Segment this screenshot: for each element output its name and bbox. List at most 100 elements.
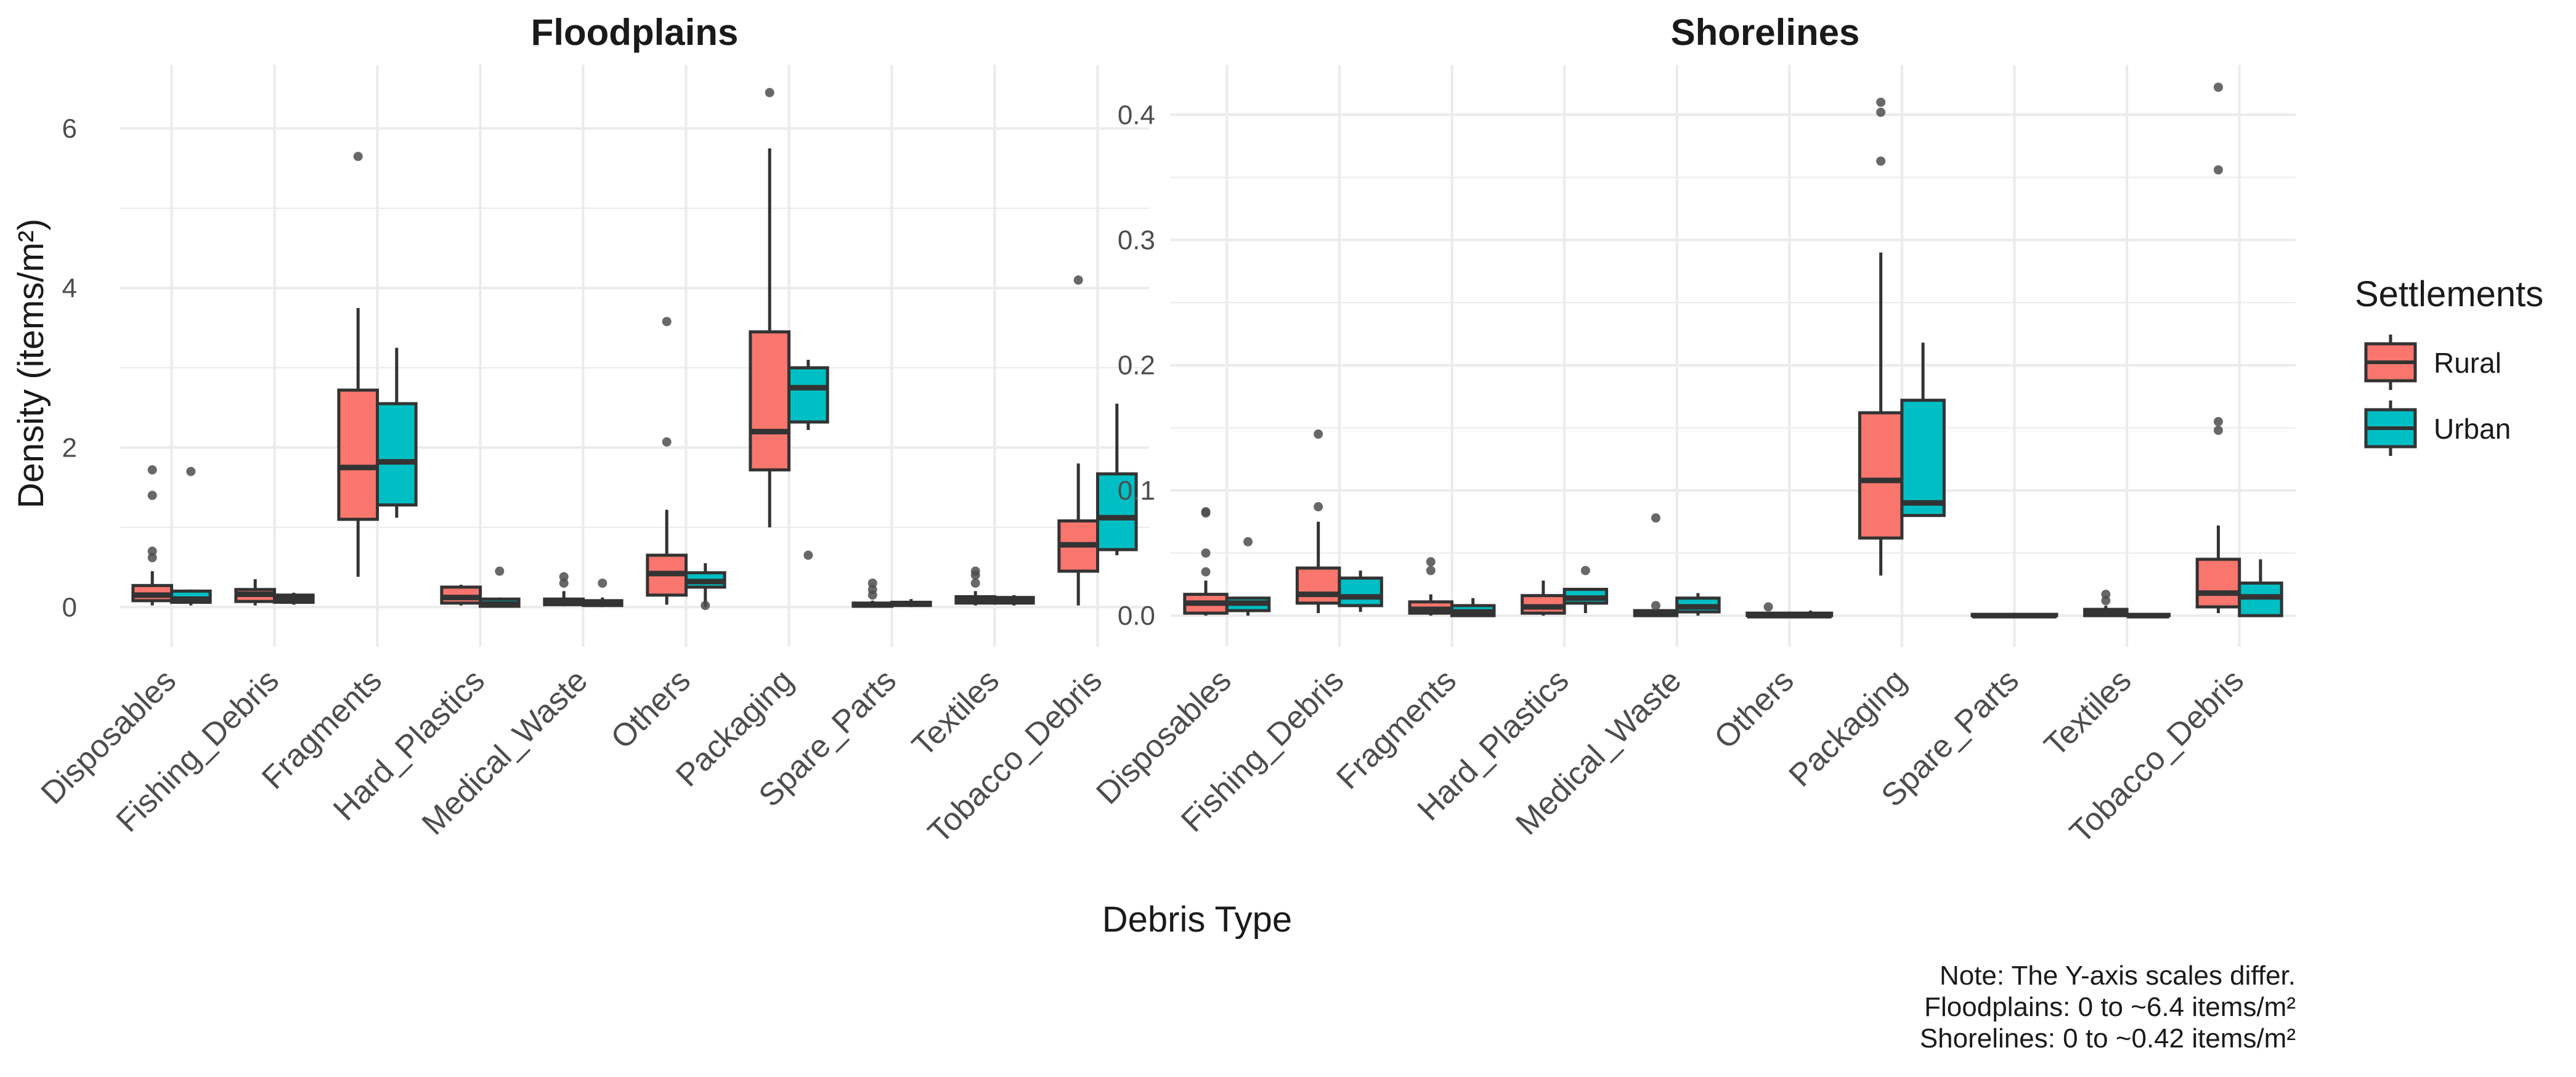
box-spare_parts-rural (1970, 612, 2016, 619)
note-line-1: Note: The Y-axis scales differ. (1940, 961, 2296, 991)
outlier-point (559, 578, 569, 588)
box-hard_plastics-urban (1562, 566, 1609, 614)
x-tick-label: Others (604, 662, 697, 755)
outlier-point (1201, 548, 1211, 558)
outlier-point (2213, 83, 2223, 92)
box-body (337, 388, 379, 521)
outlier-point (147, 465, 157, 475)
box-fragments-urban (1450, 598, 1496, 617)
box-fishing_debris-urban (1338, 571, 1383, 612)
box-tobacco_debris-rural (2195, 83, 2241, 614)
note: Note: The Y-axis scales differ. Floodpla… (1920, 961, 2296, 1054)
series-urban-floodplains (170, 347, 1138, 611)
y-tick-label: 0.3 (1118, 226, 1155, 256)
x-axis-title: Debris Type (1102, 900, 1292, 940)
panel-shorelines: Shorelines0.00.10.20.30.4DisposablesFish… (1089, 12, 2296, 850)
box-fishing_debris-urban (273, 592, 315, 605)
box-others-urban (685, 563, 726, 611)
box-tobacco_debris-urban (1096, 404, 1138, 556)
outlier-point (662, 437, 672, 447)
box-body (376, 402, 418, 507)
box-disposables-rural (131, 465, 173, 606)
outlier-point (147, 553, 157, 563)
legend-title: Settlements (2355, 274, 2543, 314)
outlier-point (2101, 596, 2111, 606)
series-rural-floodplains (131, 87, 1099, 608)
box-hard_plastics-rural (1521, 580, 1566, 616)
outlier-point (598, 578, 607, 588)
chart-panels: Floodplains0246DisposablesFishing_Debris… (35, 12, 2296, 850)
note-line-3: Shorelines: 0 to ~0.42 items/m² (1920, 1023, 2296, 1054)
box-body (1096, 472, 1138, 551)
panel-title-shorelines: Shorelines (1671, 12, 1860, 53)
box-medical_waste-urban (582, 578, 624, 608)
box-fragments-urban (376, 347, 418, 518)
x-tick-label: Others (1707, 662, 1800, 755)
box-disposables-urban (170, 466, 212, 606)
outlier-point (1073, 275, 1083, 285)
outlier-point (701, 601, 710, 611)
box-medical_waste-rural (543, 572, 585, 606)
box-body (1858, 411, 1904, 540)
outlier-point (970, 578, 980, 588)
outlier-point (147, 547, 157, 556)
panel-title-floodplains: Floodplains (531, 12, 739, 53)
legend-label-urban: Urban (2434, 413, 2511, 445)
y-axis-title: Density (items/m²) (11, 219, 51, 508)
outlier-point (495, 566, 505, 576)
outlier-point (1876, 107, 1886, 117)
outlier-point (1426, 566, 1436, 575)
box-hard_plastics-urban (479, 566, 521, 608)
box-medical_waste-urban (1675, 593, 1721, 616)
outlier-point (765, 87, 774, 97)
y-tick-label: 6 (62, 114, 77, 144)
series-urban-shorelines (1225, 343, 2283, 619)
gridlines-shorelines (1171, 65, 2296, 647)
box-others-rural (646, 317, 688, 605)
outlier-point (867, 578, 877, 588)
outlier-point (186, 466, 196, 476)
outlier-point (1201, 508, 1211, 518)
note-line-2: Floodplains: 0 to ~6.4 items/m² (1924, 992, 2296, 1022)
box-body (749, 330, 790, 472)
box-packaging-rural (1858, 97, 1904, 576)
y-tick-label: 0.2 (1118, 351, 1155, 381)
outlier-point (2213, 165, 2223, 175)
outlier-point (559, 572, 569, 582)
outlier-point (970, 570, 980, 580)
box-tobacco_debris-rural (1057, 275, 1099, 606)
outlier-point (662, 317, 672, 327)
outlier-point (1201, 567, 1211, 577)
outlier-point (2213, 417, 2223, 426)
box-packaging-rural (749, 87, 790, 527)
box-spare_parts-urban (2013, 612, 2058, 619)
outlier-point (867, 590, 877, 600)
legend-item-rural: Rural (2364, 335, 2501, 390)
outlier-point (1580, 566, 1590, 575)
x-tick-label: Textiles (2038, 662, 2139, 763)
series-rural-shorelines (1183, 83, 2241, 619)
outlier-point (1243, 537, 1253, 547)
box-fishing_debris-rural (1295, 429, 1341, 614)
box-fragments-rural (1408, 557, 1453, 616)
outlier-point (353, 152, 363, 161)
y-tick-label: 0.1 (1118, 476, 1155, 506)
box-textiles-rural (954, 566, 996, 606)
outlier-point (1876, 156, 1886, 166)
box-body (1900, 399, 1946, 518)
outlier-point (1763, 602, 1773, 612)
panel-floodplains: Floodplains0246DisposablesFishing_Debris… (35, 12, 1149, 850)
x-tick-label: Tobacco_Debris (921, 662, 1109, 850)
outlier-point (1426, 557, 1436, 567)
y-tick-label: 4 (62, 273, 77, 303)
box-packaging-urban (1900, 343, 1946, 518)
outlier-point (1314, 429, 1323, 439)
gridlines-floodplains (120, 65, 1149, 647)
box-fishing_debris-rural (234, 579, 276, 606)
y-tick-label: 2 (62, 433, 77, 463)
y-tick-label: 0 (62, 592, 77, 622)
box-body (1338, 576, 1383, 608)
box-tobacco_debris-urban (2238, 559, 2283, 617)
